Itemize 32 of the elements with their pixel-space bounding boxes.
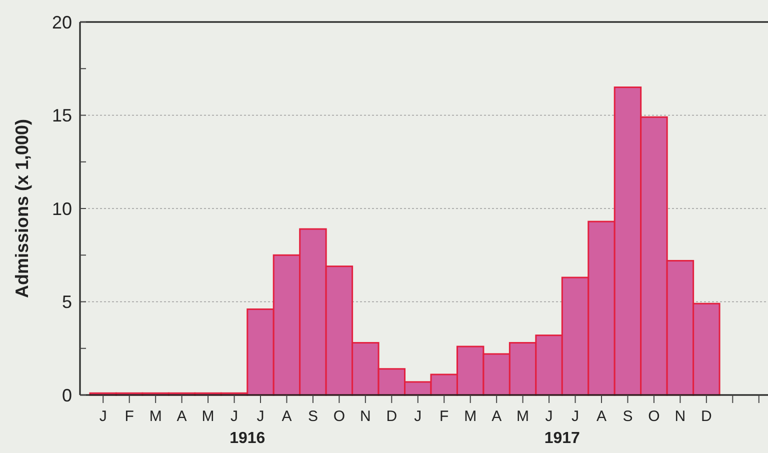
x-tick-label: D: [386, 408, 398, 425]
x-tick-label: J: [230, 408, 238, 425]
x-tick-label: O: [648, 408, 660, 425]
y-tick-label: 10: [52, 198, 72, 219]
x-tick-label: M: [516, 408, 530, 425]
x-tick-label: O: [333, 408, 346, 425]
text: 1917: [544, 430, 580, 447]
x-tick-label: J: [256, 408, 264, 425]
x-tick-label: S: [622, 408, 633, 425]
x-tick-label: J: [414, 408, 422, 425]
x-tick-label: N: [360, 408, 371, 425]
y-tick-label: 0: [62, 385, 72, 406]
x-tick-label: M: [149, 408, 162, 425]
x-tick-label: F: [440, 408, 449, 425]
x-tick-label: S: [308, 408, 318, 425]
y-tick-label: 5: [62, 292, 72, 312]
x-tick-label: A: [596, 408, 607, 425]
x-tick-label: A: [282, 408, 292, 425]
x-tick-label: A: [176, 408, 187, 425]
y-tick-label: 20: [52, 12, 72, 32]
x-tick-label: J: [572, 408, 580, 425]
x-tick-label: D: [701, 408, 712, 425]
x-tick-label: J: [99, 408, 107, 425]
text: 1916: [230, 430, 266, 447]
x-tick-label: J: [545, 408, 553, 425]
y-axis-title: Admissions (x 1,000): [12, 118, 32, 298]
y-tick-label: 15: [52, 106, 72, 126]
x-tick-label: F: [124, 408, 134, 425]
x-tick-label: N: [674, 408, 686, 425]
x-tick-label: A: [492, 408, 502, 425]
x-tick-label: M: [202, 408, 214, 425]
x-tick-label: M: [464, 408, 477, 425]
